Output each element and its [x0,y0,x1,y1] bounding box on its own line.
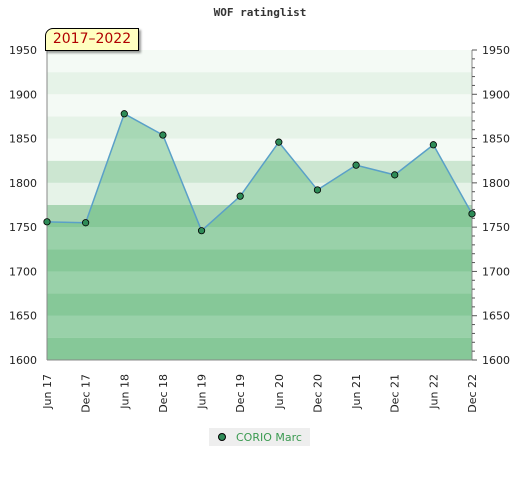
background-band [47,271,472,294]
data-point [391,171,399,179]
y-tick-label-left: 1900 [9,88,37,101]
background-band [47,337,472,360]
data-point [120,110,128,118]
x-tick-label: Dec 18 [157,374,170,413]
data-point [429,141,437,149]
background-band [47,293,472,316]
data-point [313,186,322,194]
y-tick-label-left: 1600 [9,354,37,367]
y-tick-label-left: 1850 [9,133,37,146]
series-line [46,112,473,232]
x-tick-label: Jun 22 [427,374,440,410]
x-tick-label: Dec 21 [389,374,402,413]
data-point [197,227,206,235]
x-tick-label: Jun 19 [196,374,209,410]
y-tick-label-left: 1950 [9,44,37,57]
data-point [159,131,167,139]
x-tick-label: Jun 20 [273,374,286,410]
data-point [236,192,244,200]
y-tick-label-right: 1600 [482,354,510,367]
y-tick-label-right: 1750 [482,221,510,234]
x-tick-label: Dec 22 [466,374,479,413]
chart-title: WOF ratinglist [213,6,307,19]
background-bands [47,50,472,360]
background-band [47,94,472,117]
y-tick-label-right: 1850 [482,133,510,146]
x-tick-label: Jun 18 [118,374,131,410]
period-badge: 2017–2022 [45,28,139,51]
x-tick-label: Dec 20 [311,374,324,413]
x-tick-label: Jun 21 [350,374,363,410]
background-band [47,138,472,161]
data-point [82,219,90,227]
background-band [47,72,472,95]
data-point [468,210,476,218]
y-tick-label-left: 1700 [9,265,37,278]
legend-label: CORIO Marc [236,430,302,444]
y-tick-label-right: 1800 [482,177,510,190]
x-tick-label: Dec 17 [80,374,93,413]
data-points [43,110,476,235]
x-tick-label: Dec 19 [234,374,247,413]
y-tick-label-right: 1700 [482,265,510,278]
data-point [352,161,360,169]
axes [46,49,477,361]
y-tick-label-left: 1750 [9,221,37,234]
background-band [47,205,472,228]
tick-labels: 1600 1600 1650 1650 1700 1700 1750 1750 1800 1800… [9,44,510,413]
background-band [47,249,472,272]
series-area [47,113,472,361]
data-point [43,218,51,226]
background-band [47,160,472,183]
y-tick-label-left: 1650 [9,310,37,323]
y-tick-label-right: 1650 [482,310,510,323]
data-point [275,138,283,146]
x-tick-label: Jun 17 [41,374,54,410]
legend[interactable]: CORIO Marc [209,428,310,446]
background-band [47,50,472,73]
y-tick-label-left: 1800 [9,177,37,190]
background-band [47,116,472,139]
background-band [47,315,472,338]
background-band [47,227,472,250]
area-layer [46,112,473,361]
legend-marker-icon [218,433,226,441]
y-tick-label-right: 1950 [482,44,510,57]
background-band [47,182,472,205]
y-tick-label-right: 1900 [482,88,510,101]
